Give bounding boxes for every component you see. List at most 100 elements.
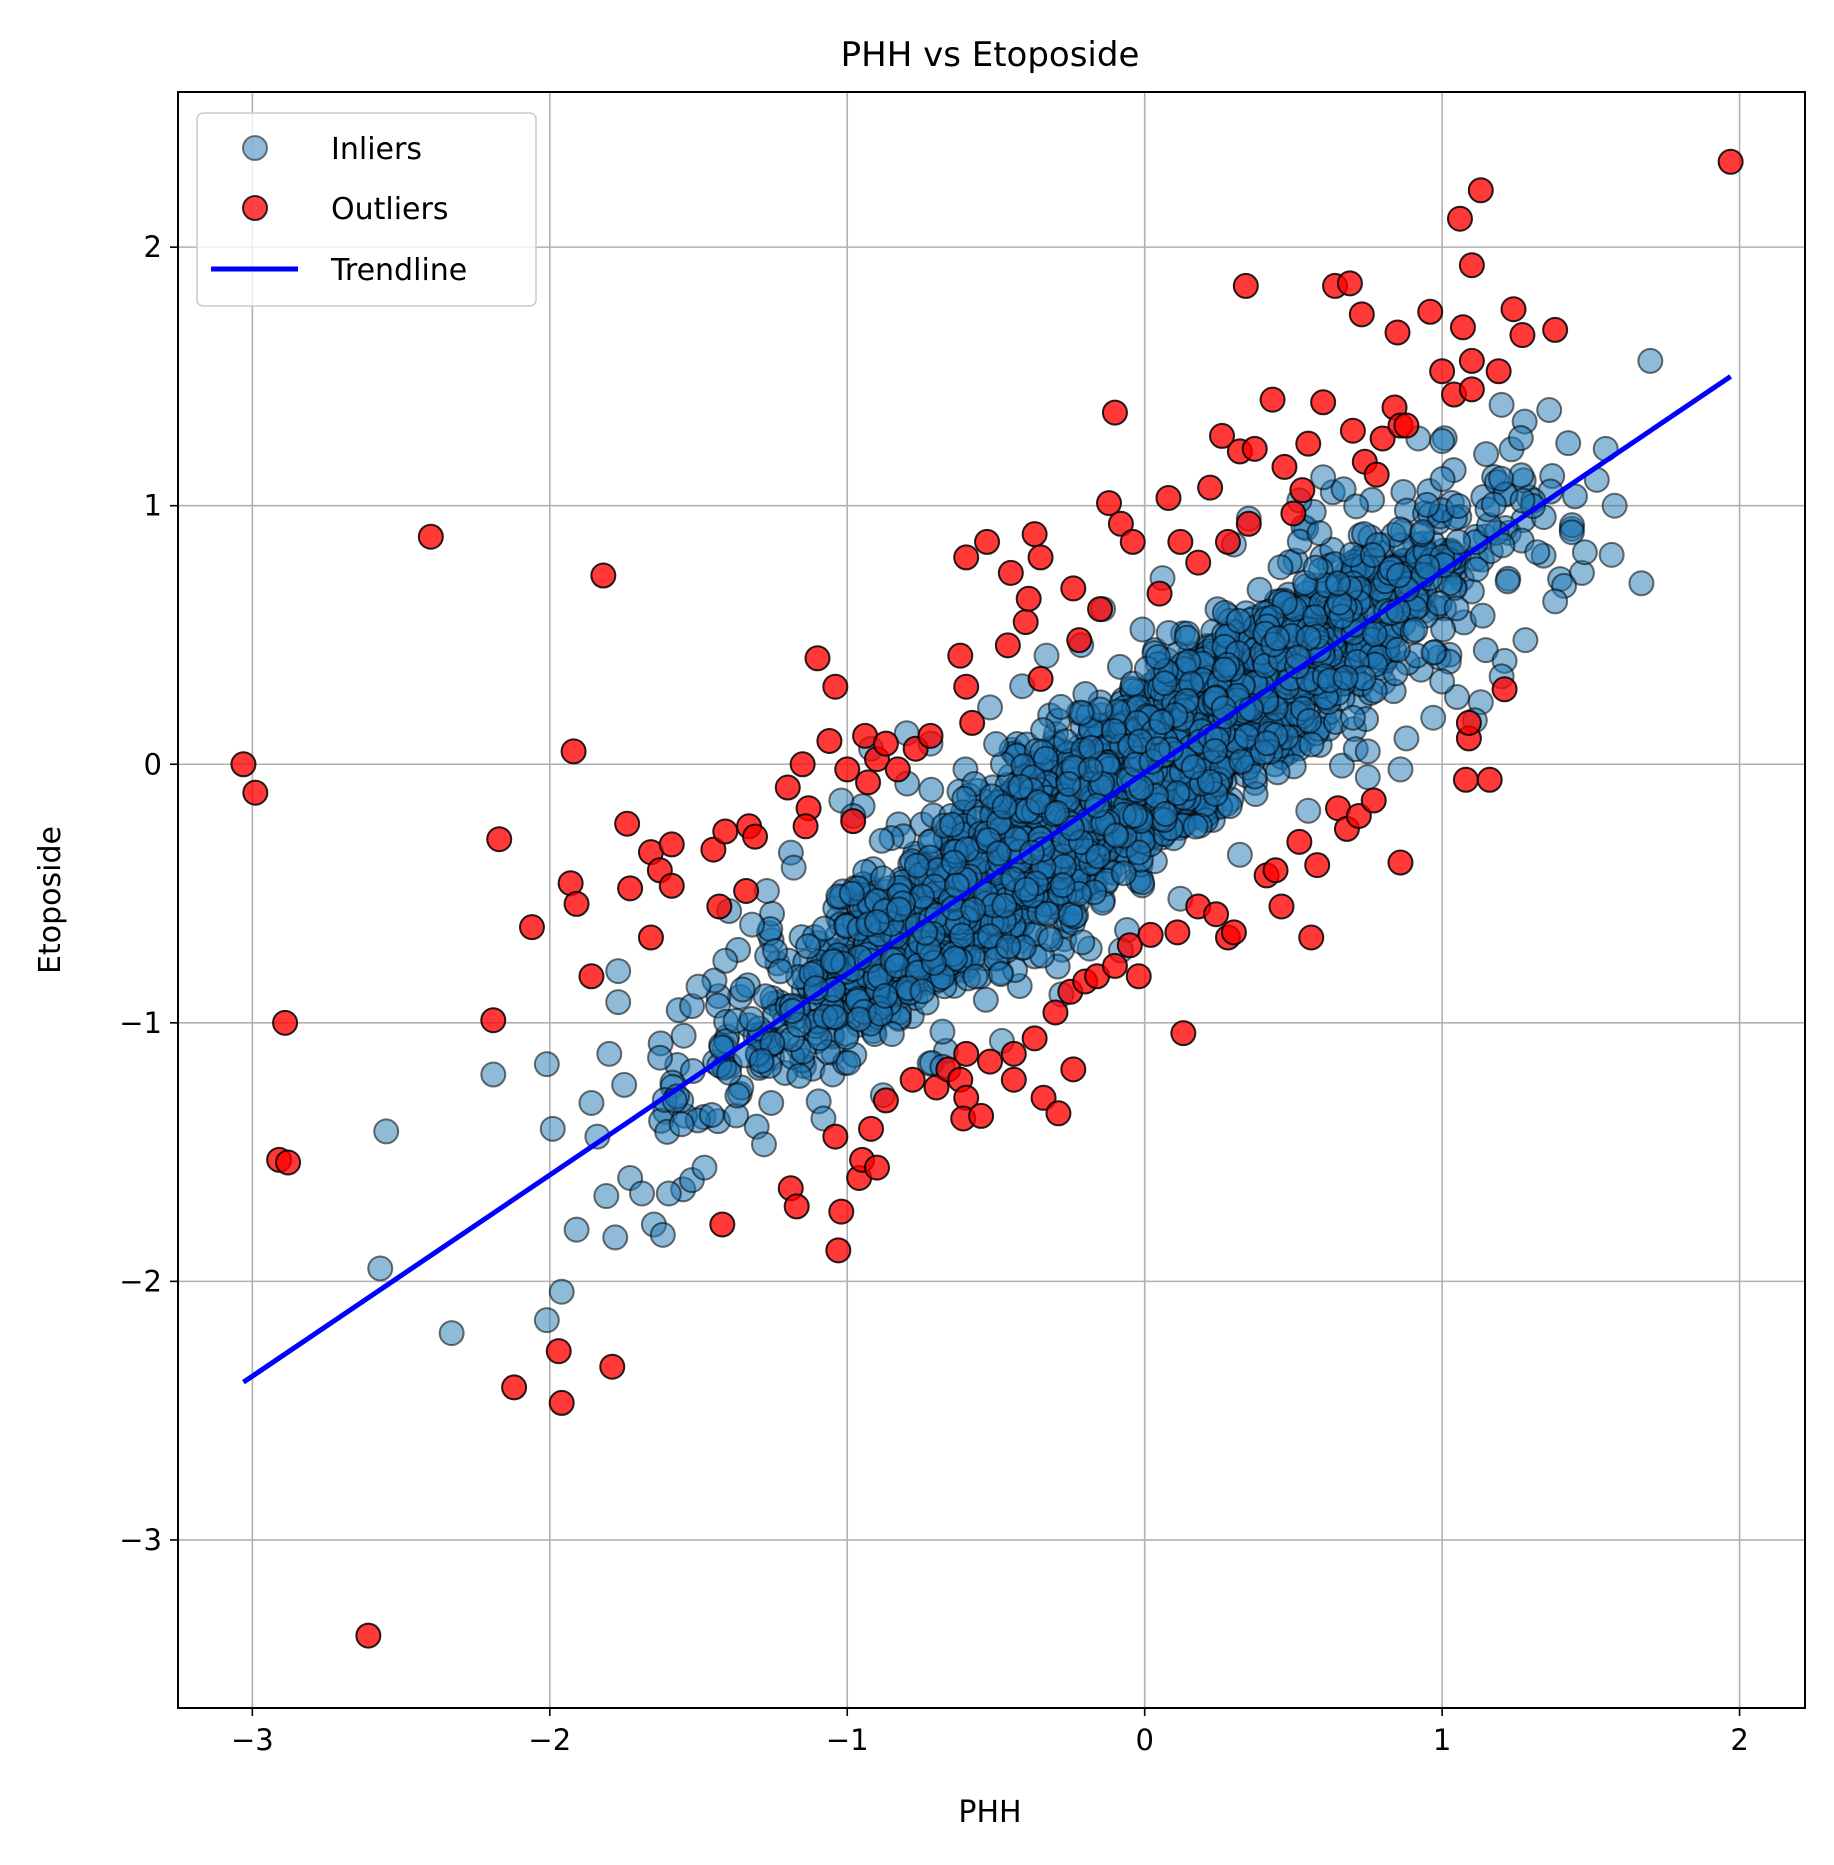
outlier-point (1491, 676, 1518, 703)
inlier-point (1253, 730, 1280, 757)
inlier-point (1386, 516, 1413, 543)
outlier-point (1393, 412, 1420, 439)
outlier-point (917, 722, 944, 749)
y-tick-label: 2 (144, 230, 162, 264)
inlier-point (438, 1320, 465, 1347)
x-tick-label: −1 (826, 1723, 869, 1757)
inlier-point (1325, 570, 1352, 597)
inlier-point (1044, 800, 1071, 827)
outlier-point (658, 872, 685, 899)
inlier-point (1103, 822, 1130, 849)
outlier-point (1235, 510, 1262, 537)
outlier-point (1452, 766, 1479, 793)
outlier-point (548, 1389, 575, 1416)
inlier-point (1558, 519, 1585, 546)
y-tick-label: −3 (119, 1523, 162, 1557)
inlier-point (1032, 745, 1059, 772)
outlier-point (1259, 386, 1286, 413)
outlier-point (1015, 585, 1042, 612)
outlier-point (545, 1338, 572, 1365)
x-axis-label: PHH (958, 1795, 1021, 1830)
inlier-point (821, 1004, 848, 1031)
outlier-point (1298, 924, 1325, 951)
inlier-point (1488, 391, 1515, 418)
outlier-point (1485, 358, 1512, 385)
outlier-point (1384, 319, 1411, 346)
outlier-point (1185, 549, 1212, 576)
inlier-point (748, 1047, 775, 1074)
inlier-point (1085, 843, 1112, 870)
inlier-point (649, 1221, 676, 1248)
inlier-point (1494, 568, 1521, 595)
inlier-point (1302, 554, 1329, 581)
legend-box (196, 112, 537, 307)
inlier-point (1402, 616, 1429, 643)
inlier-point (1445, 528, 1472, 555)
outlier-point (783, 1193, 810, 1220)
outlier-point (1289, 477, 1316, 504)
outlier-point (1232, 272, 1259, 299)
inlier-point (1393, 725, 1420, 752)
inlier-point (1542, 588, 1569, 615)
inlier-point (985, 840, 1012, 867)
inlier-point (991, 892, 1018, 919)
outlier-point (1125, 963, 1152, 990)
x-tick-label: −3 (231, 1723, 274, 1757)
outlier-point (1167, 528, 1194, 555)
inlier-point (780, 854, 807, 881)
inlier-point (480, 1061, 507, 1088)
inlier-point (1211, 656, 1238, 683)
inlier-point (1306, 520, 1333, 547)
outlier-point (872, 1087, 899, 1114)
outlier-point (1446, 205, 1473, 232)
outlier-point (599, 1353, 626, 1380)
outlier-point (742, 823, 769, 850)
outlier-point (977, 1048, 1004, 1075)
inlier-point (593, 1183, 620, 1210)
inlier-point (1196, 768, 1223, 795)
inlier-point (1122, 802, 1149, 829)
y-axis-label: Etoposide (33, 826, 68, 974)
outlier-point (822, 673, 849, 700)
trendline-series (242, 374, 1733, 1385)
inlier-point (1152, 800, 1179, 827)
outlier-point (1336, 270, 1363, 297)
outlier-point (560, 738, 587, 765)
outlier-point (1087, 596, 1114, 623)
inlier-point (629, 1180, 656, 1207)
inlier-point (712, 947, 739, 974)
inlier-point (1007, 773, 1034, 800)
outlier-point (828, 1198, 855, 1225)
outlier-point (968, 1102, 995, 1129)
inlier-point (1488, 465, 1515, 492)
outlier-point (855, 769, 882, 796)
outlier-point (947, 642, 974, 669)
inlier-point (1429, 428, 1456, 455)
inlier-point (1173, 624, 1200, 651)
outlier-point (994, 632, 1021, 659)
inlier-point (810, 1105, 837, 1132)
inlier-point (1180, 753, 1207, 780)
inlier-point (563, 1216, 590, 1243)
outlier-point (959, 709, 986, 736)
inlier-point (758, 1089, 785, 1116)
inlier-point (987, 961, 1014, 988)
inlier-point (1343, 493, 1370, 520)
outlier-point (733, 877, 760, 904)
inlier-point (838, 880, 865, 907)
outlier-point (1042, 999, 1069, 1026)
inlier-point (1175, 648, 1202, 675)
inlier-point (602, 1224, 629, 1251)
inlier-point (767, 958, 794, 985)
inlier-point (738, 1005, 765, 1032)
inlier-point (1339, 704, 1366, 731)
inlier-point (1359, 541, 1386, 568)
outlier-point (637, 924, 664, 951)
outlier-point (1542, 316, 1569, 343)
inlier-point (918, 776, 945, 803)
outlier-point (1170, 1020, 1197, 1047)
inlier-point (655, 1180, 682, 1207)
inlier-point (1226, 841, 1253, 868)
outlier-point (1021, 1025, 1048, 1052)
